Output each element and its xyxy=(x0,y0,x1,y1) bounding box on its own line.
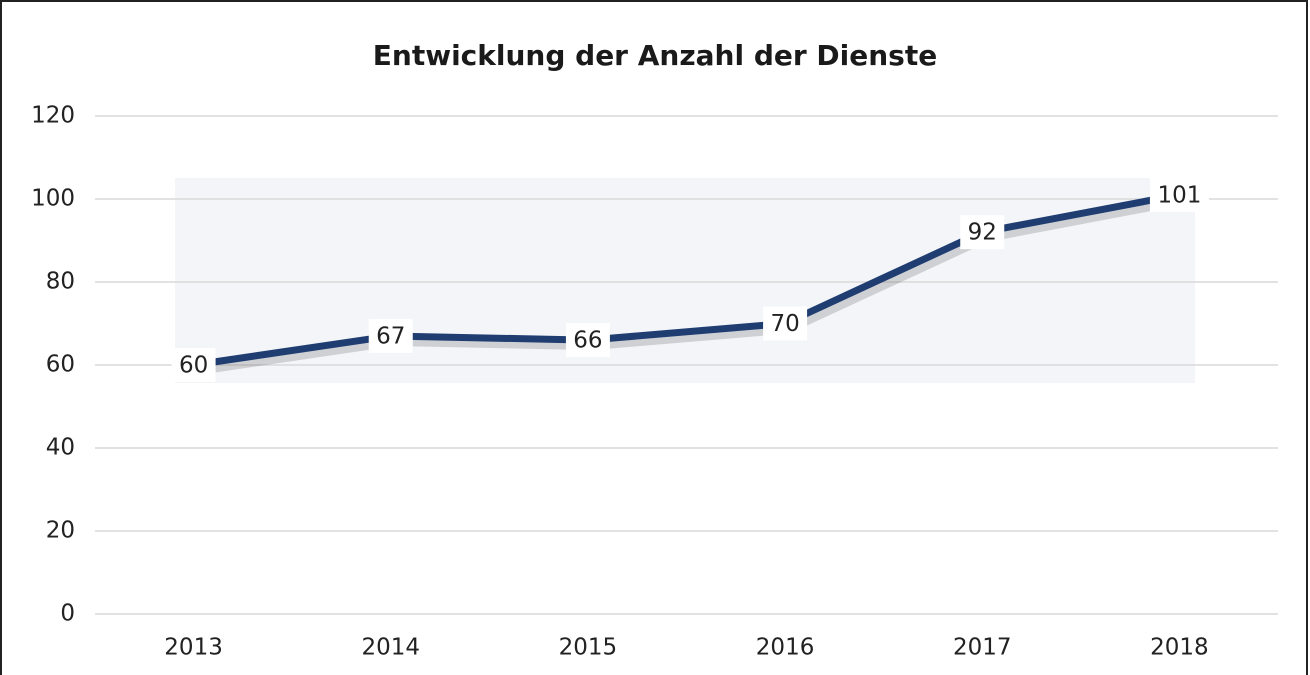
plot-highlight xyxy=(175,178,1195,383)
line-shadow xyxy=(197,196,1185,375)
y-tick-label: 80 xyxy=(46,269,75,295)
data-label: 60 xyxy=(179,353,208,379)
x-tick-label: 2015 xyxy=(559,635,618,661)
x-tick-label: 2014 xyxy=(361,635,420,661)
data-label: 101 xyxy=(1157,182,1201,208)
y-tick-label: 60 xyxy=(46,352,75,378)
line xyxy=(193,191,1181,369)
data-label-bg xyxy=(368,318,413,353)
data-label: 92 xyxy=(968,220,997,246)
data-label: 70 xyxy=(770,311,799,337)
x-tick-label: 2017 xyxy=(953,635,1012,661)
y-tick-label: 40 xyxy=(46,435,75,461)
x-tick-label: 2018 xyxy=(1150,635,1209,661)
y-tick-label: 100 xyxy=(31,186,75,212)
x-tick-label: 2013 xyxy=(164,635,223,661)
data-label-bg xyxy=(960,215,1005,250)
data-label: 67 xyxy=(376,323,405,349)
data-label-bg xyxy=(1149,177,1209,212)
data-label-bg xyxy=(763,306,808,341)
y-tick-label: 0 xyxy=(60,601,75,627)
chart-title: Entwicklung der Anzahl der Dienste xyxy=(373,39,937,72)
data-label-bg xyxy=(565,323,610,358)
data-label-bg xyxy=(171,348,216,382)
data-label: 66 xyxy=(573,328,602,354)
x-tick-label: 2016 xyxy=(756,635,815,661)
y-tick-label: 20 xyxy=(46,518,75,544)
y-tick-label: 120 xyxy=(31,103,75,129)
